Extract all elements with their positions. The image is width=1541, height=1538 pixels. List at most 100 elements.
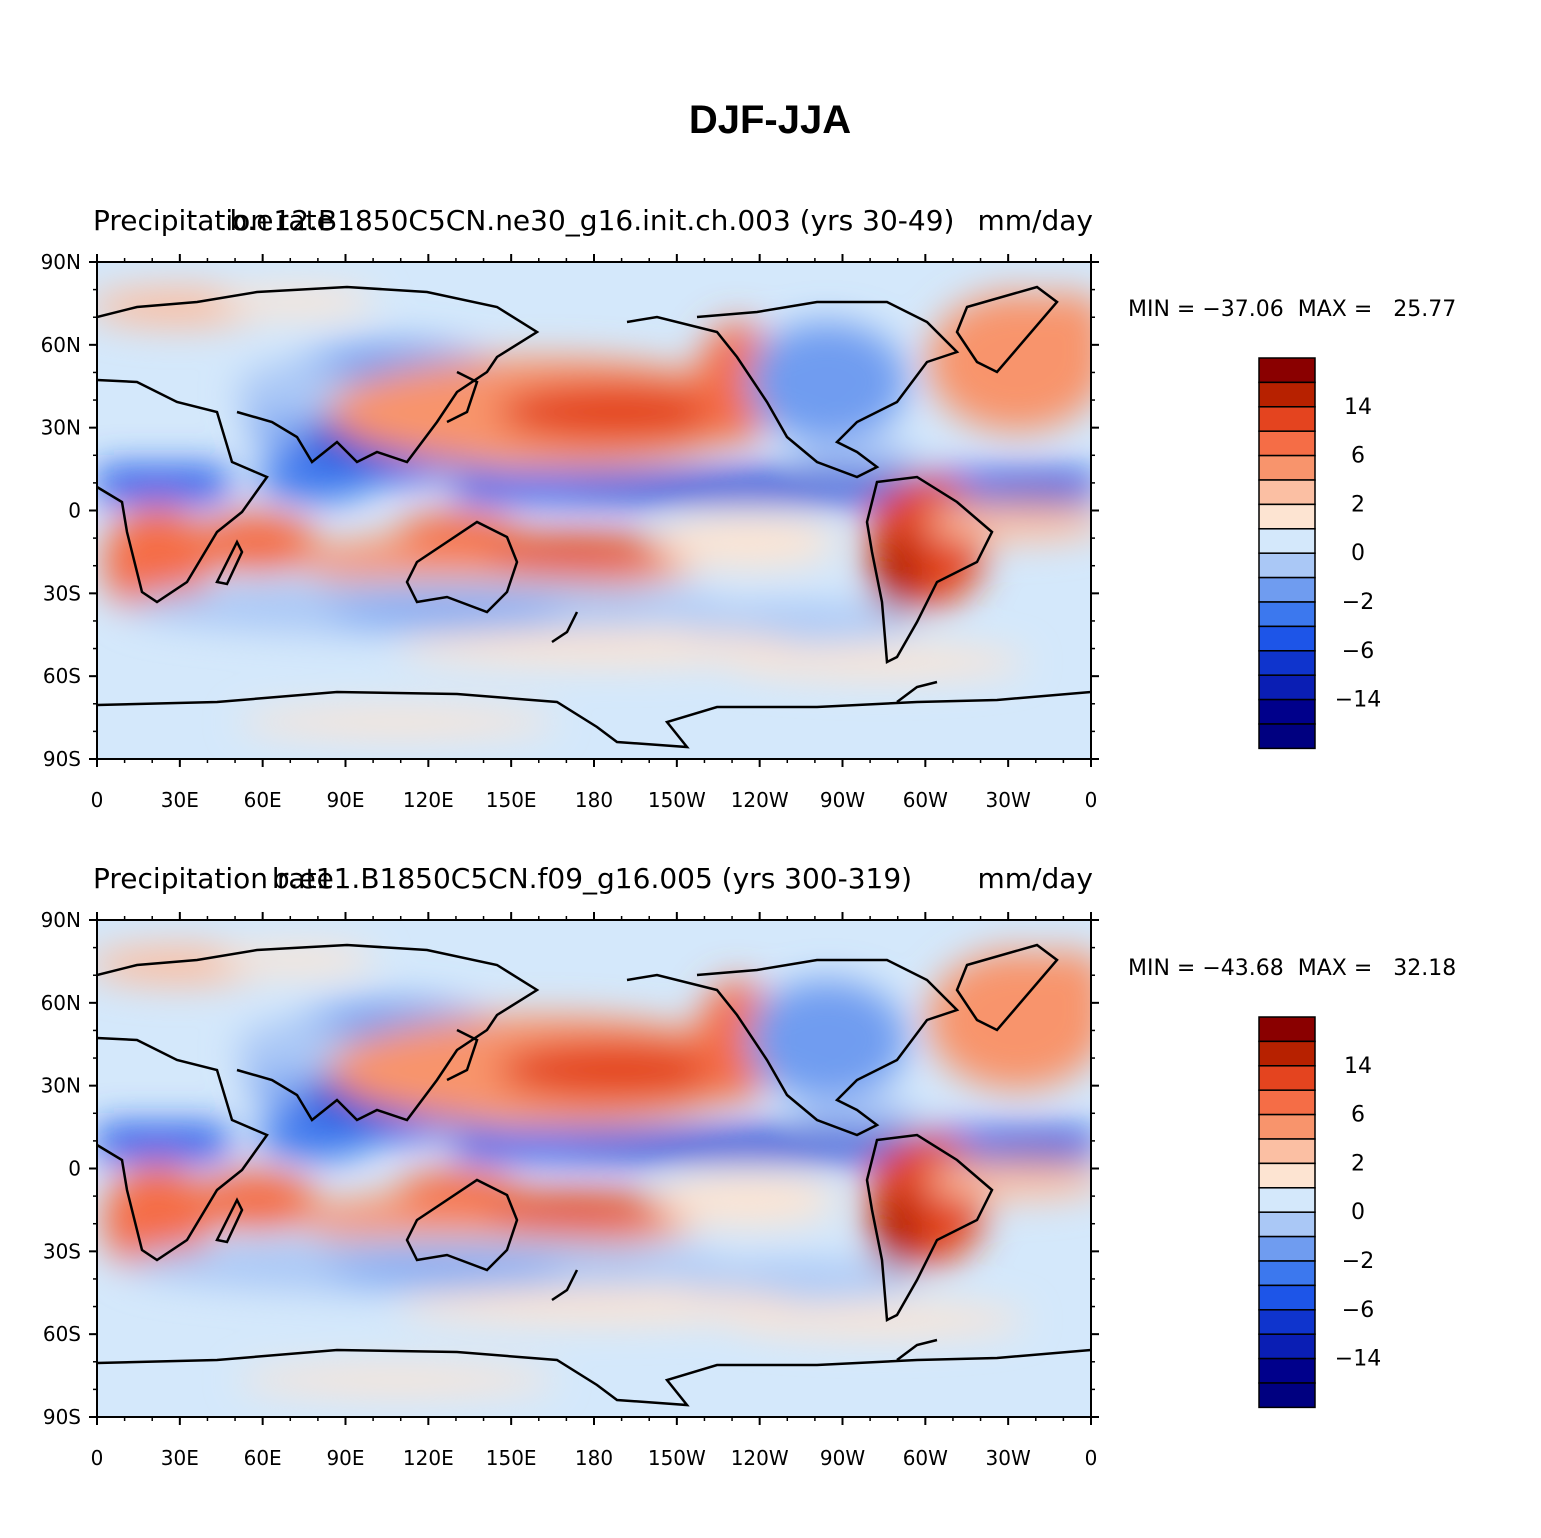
lat-tick-label: 60S — [43, 664, 81, 688]
colorbar-box — [1258, 576, 1316, 603]
lat-tick-label: 0 — [68, 1157, 81, 1181]
colorbar-box — [1258, 1211, 1316, 1238]
lat-tick-label: 90S — [43, 1405, 81, 1429]
lon-tick-label: 60W — [903, 1446, 948, 1470]
lon-tick-label: 120W — [731, 1446, 789, 1470]
lon-tick-label: 60E — [244, 788, 282, 812]
panel-2-left-label: Precipitation rate — [93, 862, 334, 895]
colorbar-box — [1258, 357, 1316, 384]
colorbar-box — [1258, 528, 1316, 554]
colorbar-label: 6 — [1351, 1103, 1365, 1128]
colorbar-box — [1258, 1260, 1316, 1287]
colorbar-label: −6 — [1342, 639, 1374, 664]
lat-tick-label: 30S — [43, 581, 81, 605]
colorbar-label: −6 — [1342, 1298, 1374, 1323]
lon-tick-label: 30W — [986, 1446, 1031, 1470]
colorbar-label: −14 — [1335, 1347, 1381, 1372]
colorbar-box — [1258, 1089, 1316, 1116]
lat-tick-label: 30S — [43, 1239, 81, 1263]
lon-tick-label: 90W — [820, 1446, 865, 1470]
colorbar-box — [1258, 1065, 1316, 1091]
lat-tick-label: 0 — [68, 499, 81, 523]
panel-1-stats: MIN = −37.06 MAX = 25.77 — [1128, 297, 1456, 322]
colorbar-box — [1258, 503, 1316, 530]
colorbar-box — [1258, 1187, 1316, 1213]
lon-tick-label: 30W — [986, 788, 1031, 812]
colorbar-box — [1258, 1113, 1316, 1140]
lon-tick-label: 30E — [161, 1446, 199, 1470]
lat-tick-label: 30N — [41, 416, 81, 440]
colorbar-label: 0 — [1351, 1200, 1365, 1225]
lon-tick-label: 120W — [731, 788, 789, 812]
panel-1-center-label: b.e12.B1850C5CN.ne30_g16.init.ch.003 (yr… — [230, 204, 955, 237]
lat-tick-label: 90N — [41, 908, 81, 932]
colorbar-label: −2 — [1342, 1249, 1374, 1274]
colorbar-box — [1258, 1162, 1316, 1189]
colorbar-box — [1258, 723, 1316, 750]
colorbar-label: 0 — [1351, 541, 1365, 566]
colorbar-box — [1258, 625, 1316, 652]
panel-1-left-label: Precipitation rate — [93, 204, 334, 237]
figure-title: DJF-JJA — [689, 98, 851, 142]
colorbar-box — [1258, 1309, 1316, 1335]
colorbar-box — [1258, 1138, 1316, 1165]
lon-tick-label: 150E — [486, 788, 537, 812]
colorbar-box — [1258, 1235, 1316, 1262]
panel-2-axes: 90N 60N 30N 0 30S 60S 90S 0 30E 60E 90E 120E 150E 180… — [41, 908, 1099, 1470]
colorbar-label: 2 — [1351, 1151, 1365, 1176]
panel-2-colorbar: 14 6 2 0 −2 −6 −14 — [1258, 1016, 1381, 1409]
lat-tick-label: 30N — [41, 1074, 81, 1098]
lon-tick-label: 120E — [403, 1446, 454, 1470]
lon-tick-label: 120E — [403, 788, 454, 812]
lon-tick-label: 0 — [91, 788, 104, 812]
colorbar-box — [1258, 479, 1316, 506]
lon-tick-label: 60E — [244, 1446, 282, 1470]
colorbar-box — [1258, 650, 1316, 676]
colorbar-box — [1258, 406, 1316, 432]
lon-tick-label: 150E — [486, 1446, 537, 1470]
lon-tick-label: 180 — [575, 788, 613, 812]
panel-1-colorbar: 14 6 2 0 −2 −6 −14 — [1258, 357, 1381, 750]
panel-1: Precipitation rate b.e12.B1850C5CN.ne30_… — [41, 204, 1457, 812]
colorbar-box — [1258, 1284, 1316, 1311]
colorbar-box — [1258, 552, 1316, 579]
panel-1-right-label: mm/day — [978, 204, 1094, 237]
lon-tick-label: 90E — [326, 1446, 364, 1470]
colorbar-box — [1258, 1016, 1316, 1043]
colorbar-label: −2 — [1342, 590, 1374, 615]
lat-tick-label: 60N — [41, 333, 81, 357]
colorbar-box — [1258, 1333, 1316, 1360]
colorbar-box — [1258, 674, 1316, 701]
lon-tick-label: 0 — [91, 1446, 104, 1470]
colorbar-label: 14 — [1344, 395, 1372, 420]
panel-2-right-label: mm/day — [978, 862, 1094, 895]
panel-2-center-label: b.e11.B1850C5CN.f09_g16.005 (yrs 300-319… — [272, 862, 912, 895]
lon-tick-label: 180 — [575, 1446, 613, 1470]
lat-tick-label: 90N — [41, 250, 81, 274]
colorbar-box — [1258, 454, 1316, 481]
panel-2: Precipitation rate b.e11.B1850C5CN.f09_g… — [41, 862, 1457, 1470]
colorbar-label: 6 — [1351, 444, 1365, 469]
lon-tick-label: 90W — [820, 788, 865, 812]
colorbar-label: 2 — [1351, 492, 1365, 517]
colorbar-box — [1258, 381, 1316, 408]
lon-tick-label: 30E — [161, 788, 199, 812]
colorbar-box — [1258, 601, 1316, 628]
colorbar-box — [1258, 1040, 1316, 1067]
panel-2-stats: MIN = −43.68 MAX = 32.18 — [1128, 956, 1456, 981]
lon-tick-label: 0 — [1085, 788, 1098, 812]
lon-tick-label: 60W — [903, 788, 948, 812]
lat-tick-label: 60S — [43, 1322, 81, 1346]
colorbar-box — [1258, 1357, 1316, 1384]
colorbar-label: 14 — [1344, 1054, 1372, 1079]
lat-tick-label: 90S — [43, 747, 81, 771]
lon-tick-label: 0 — [1085, 1446, 1098, 1470]
colorbar-box — [1258, 1382, 1316, 1409]
colorbar-box — [1258, 430, 1316, 457]
colorbar-label: −14 — [1335, 688, 1381, 713]
lon-tick-label: 150W — [648, 1446, 706, 1470]
lon-tick-label: 150W — [648, 788, 706, 812]
lon-tick-label: 90E — [326, 788, 364, 812]
colorbar-box — [1258, 698, 1316, 725]
